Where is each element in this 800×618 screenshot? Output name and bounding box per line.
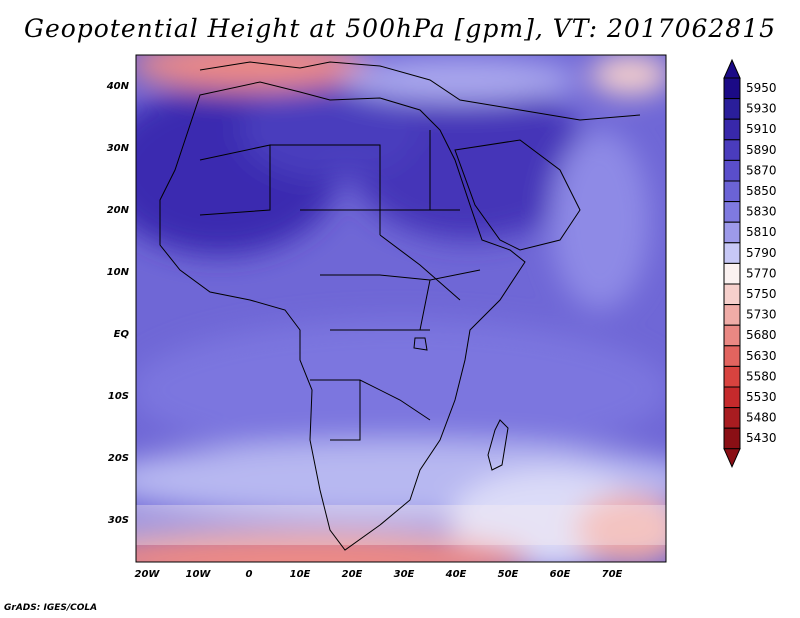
colorbar-level-label: 5890	[746, 143, 777, 157]
colorbar-swatch	[723, 407, 741, 429]
colorbar-level-label: 5580	[746, 369, 777, 383]
lat-tick: 30N	[107, 143, 130, 154]
colorbar-level-label: 5750	[746, 287, 777, 301]
colorbar-level-label: 5810	[746, 225, 777, 239]
colorbar-level-label: 5770	[746, 266, 777, 280]
europe	[199, 61, 641, 121]
colorbar-swatch	[723, 283, 741, 306]
colorbar-swatch	[723, 345, 741, 367]
colorbar-swatch	[723, 139, 741, 161]
colorbar-level-label: 5850	[746, 184, 777, 198]
madagascar	[487, 419, 509, 471]
colorbar-level-label: 5430	[746, 431, 777, 445]
arabia	[454, 139, 581, 251]
height-field	[136, 55, 666, 562]
colorbar-swatch	[723, 201, 741, 223]
colorbar-level-label: 5730	[746, 308, 777, 322]
colorbar-swatch	[723, 262, 741, 285]
lat-axis: 40N 30N 20N 10N EQ 10S 20S 30S	[106, 81, 130, 526]
colorbar-swatch	[723, 221, 741, 244]
colorbar-swatch	[723, 159, 741, 182]
colorbar-level-label: 5790	[746, 246, 777, 260]
colorbar: 5950 5930 5910 5890 5870 5850 5830 5810 5790 5770…	[723, 58, 777, 469]
colorbar-swatch	[723, 427, 741, 450]
colorbar-swatch	[723, 386, 741, 409]
colorbar-swatch	[723, 98, 741, 120]
lake-victoria	[413, 337, 428, 351]
colorbar-level-label: 5830	[746, 205, 777, 219]
colorbar-swatch	[723, 365, 741, 388]
colorbar-swatch	[723, 118, 741, 141]
lon-tick: 40E	[445, 569, 467, 580]
lat-tick: 30S	[108, 515, 129, 526]
coastlines	[159, 61, 641, 551]
borders	[199, 130, 481, 441]
colorbar-level-label: 5680	[746, 328, 777, 342]
colorbar-level-label: 5910	[746, 122, 777, 136]
lon-tick: 10E	[290, 569, 311, 580]
colorbar-swatch	[723, 77, 741, 100]
colorbar-swatch	[723, 242, 741, 264]
colorbar-swatch	[723, 324, 741, 347]
lon-tick: 0	[246, 569, 253, 580]
plot-frame	[135, 54, 667, 563]
colorbar-bottom-arrow	[723, 448, 741, 469]
lon-tick: 10W	[186, 569, 212, 580]
lat-tick: 10N	[107, 267, 130, 278]
africa-coastline	[159, 81, 526, 551]
lon-tick: 20W	[135, 569, 161, 580]
map-title: Geopotential Height at 500hPa [gpm], VT:…	[23, 14, 777, 43]
colorbar-top-arrow	[723, 58, 741, 79]
colorbar-level-label: 5630	[746, 349, 777, 363]
lon-tick: 70E	[602, 569, 623, 580]
colorbar-level-label: 5950	[746, 81, 777, 95]
lon-axis: 20W 10W 0 10E 20E 30E 40E 50E 60E 70E	[135, 569, 623, 580]
colorbar-level-label: 5870	[746, 163, 777, 177]
lon-tick: 50E	[498, 569, 519, 580]
colorbar-swatch	[723, 180, 741, 203]
lon-tick: 60E	[550, 569, 571, 580]
lat-tick: 40N	[106, 81, 130, 92]
lat-tick: 20N	[107, 205, 130, 216]
colorbar-level-label: 5480	[746, 411, 777, 425]
colorbar-level-label: 5930	[746, 102, 777, 116]
colorbar-level-label: 5530	[746, 390, 777, 404]
lat-tick: 20S	[108, 453, 129, 464]
lon-tick: 30E	[394, 569, 415, 580]
colorbar-swatch	[723, 304, 741, 326]
lon-tick: 20E	[342, 569, 363, 580]
lat-tick: 10S	[108, 391, 129, 402]
grads-credit: GrADS: IGES/COLA	[4, 603, 98, 613]
lat-tick: EQ	[114, 329, 130, 340]
